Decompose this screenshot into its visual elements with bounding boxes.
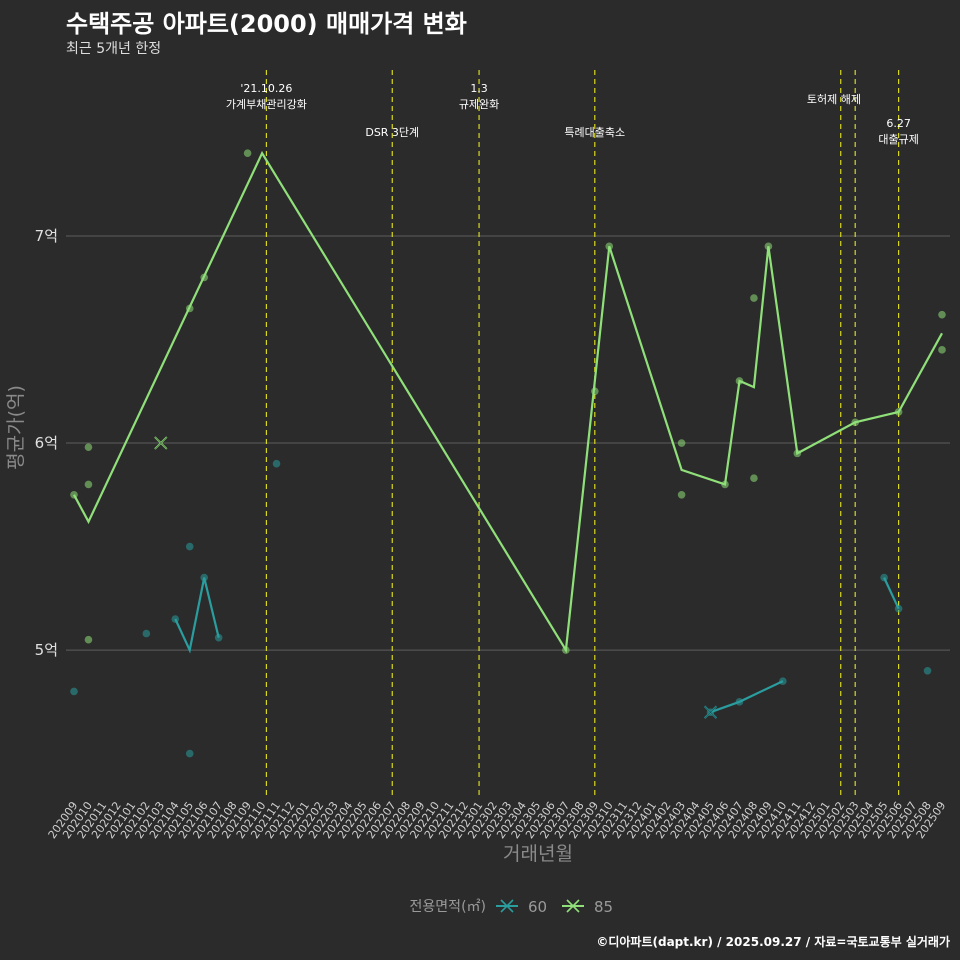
data-point-85	[750, 294, 758, 302]
cross-marker-outline	[154, 436, 168, 450]
data-point-85	[562, 646, 570, 654]
y-tick-label: 6억	[35, 434, 58, 452]
event-label: 토허제 해제	[807, 92, 861, 106]
data-point-85	[185, 304, 194, 313]
event-label: '21.10.26	[240, 82, 292, 95]
event-label: DSR 3단계	[365, 126, 419, 139]
data-point-60	[171, 615, 180, 623]
data-point-85	[938, 346, 946, 354]
data-point-85	[677, 439, 686, 447]
legend-marker-60	[500, 899, 514, 913]
series-line-85	[73, 150, 943, 654]
event-label: 규제완화	[459, 98, 499, 111]
cross-marker-outline	[704, 705, 717, 719]
event-label: 특례대출축소	[564, 126, 625, 139]
data-point-85	[894, 408, 903, 416]
event-label: 가계부채관리강화	[226, 98, 307, 111]
x-axis-label: 거래년월	[503, 843, 573, 865]
data-point-60	[894, 604, 903, 613]
data-point-60	[185, 542, 194, 551]
data-point-85	[735, 377, 744, 385]
source-footer: ©디아파트(dapt.kr) / 2025.09.27 / 자료=국토교통부 실…	[596, 935, 950, 949]
data-point-60	[142, 629, 151, 638]
data-point-85	[70, 490, 78, 499]
legend-title: 전용면적(㎡)	[410, 899, 486, 915]
data-point-85	[721, 480, 729, 489]
data-point-85	[764, 242, 773, 251]
series-line-60	[883, 577, 900, 610]
data-point-85	[851, 418, 859, 427]
data-point-60	[272, 459, 281, 468]
data-point-85	[677, 490, 686, 499]
event-label: 6.27	[886, 117, 911, 130]
data-point-60	[779, 677, 787, 685]
legend-label-60: 60	[528, 898, 547, 916]
data-point-60	[735, 698, 744, 706]
data-point-60	[880, 573, 888, 582]
data-point-85	[84, 443, 93, 451]
data-point-85	[793, 449, 802, 458]
chart-title: 수택주공 아파트(2000) 매매가격 변화	[66, 10, 467, 38]
y-axis-label: 평균가(억)	[5, 385, 27, 470]
data-point-60	[923, 666, 932, 675]
y-tick-label: 7억	[35, 227, 58, 245]
series-line-60	[710, 680, 784, 714]
event-label: 1.3	[470, 82, 488, 95]
data-point-60	[214, 633, 223, 642]
data-point-85	[750, 474, 758, 483]
data-point-85	[200, 273, 208, 282]
event-label: 대출규제	[878, 133, 918, 146]
legend-label-85: 85	[594, 898, 613, 916]
chart-subtitle: 최근 5개년 한정	[66, 41, 162, 57]
y-tick-label: 5억	[35, 641, 58, 659]
data-point-85	[591, 387, 599, 396]
data-point-85	[84, 635, 93, 644]
data-point-85	[605, 242, 614, 251]
legend-marker-85	[566, 899, 580, 913]
data-point-60	[70, 687, 78, 696]
data-point-60	[185, 749, 194, 758]
data-point-85	[84, 480, 93, 489]
data-point-85	[243, 149, 252, 157]
series-line-60	[174, 577, 220, 654]
data-point-60	[200, 573, 208, 582]
data-point-85	[938, 310, 946, 319]
